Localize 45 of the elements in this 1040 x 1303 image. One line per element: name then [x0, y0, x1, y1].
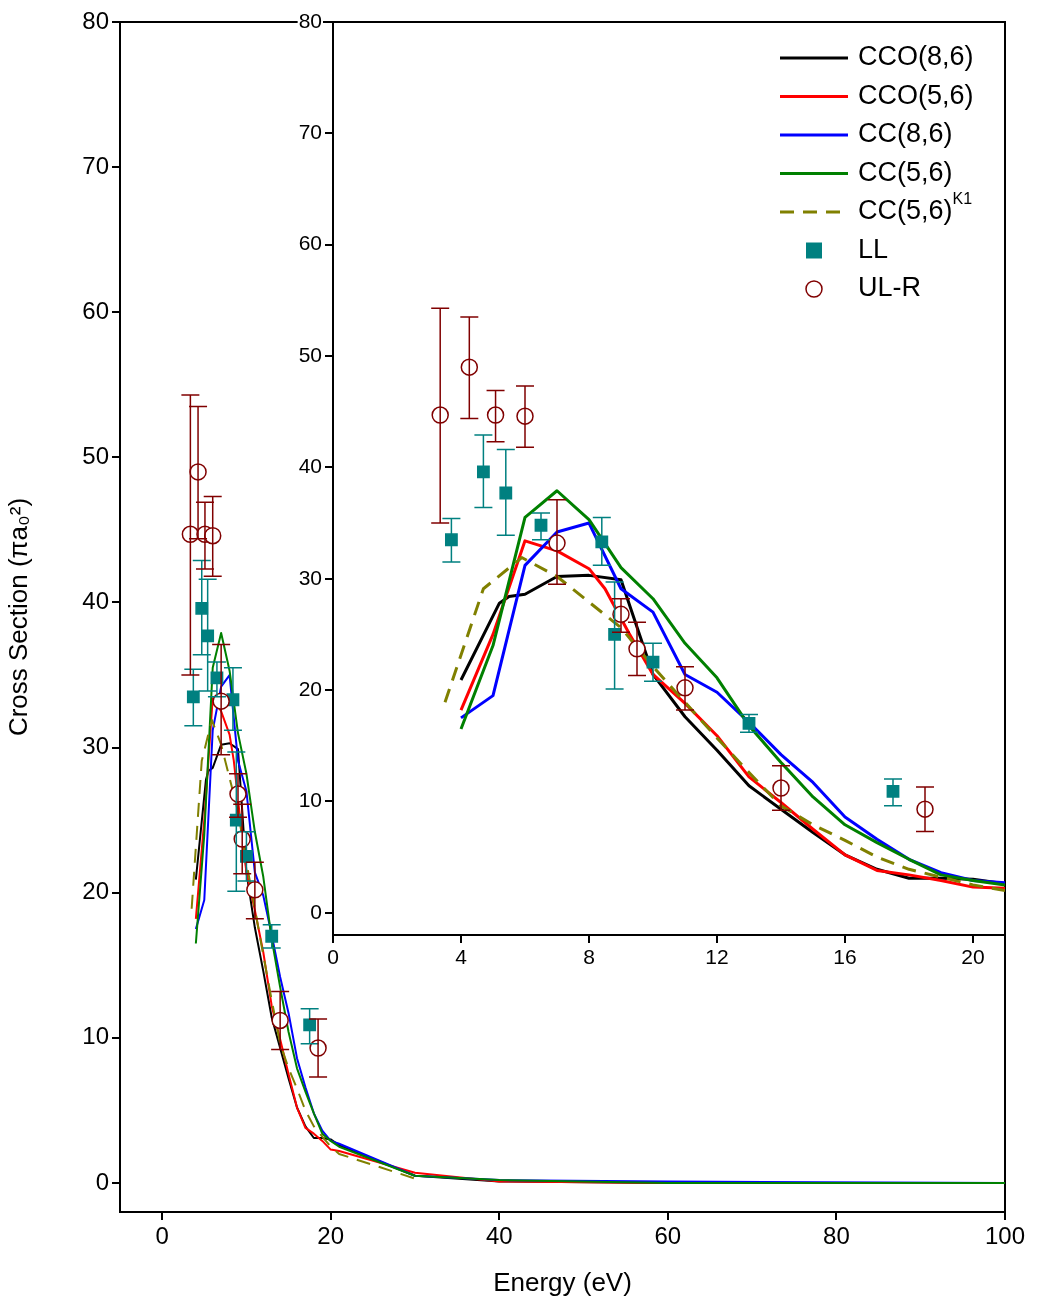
legend-label: LL [858, 233, 889, 264]
x-tick-label: 20 [317, 1222, 345, 1250]
y-tick-label: 60 [82, 296, 109, 324]
x-tick-label: 16 [833, 945, 857, 969]
x-tick-label: 0 [155, 1222, 169, 1250]
y-tick-label: 80 [298, 8, 322, 32]
y-axis-title: Cross Section (πa₀²) [2, 497, 33, 737]
legend-label: CC(8,6) [858, 118, 953, 149]
x-tick-label: 8 [583, 945, 595, 969]
x-tick-label: 20 [961, 945, 985, 969]
point [265, 929, 279, 943]
y-tick-label: 80 [82, 6, 109, 34]
y-tick-label: 50 [298, 342, 322, 366]
y-tick-label: 30 [298, 565, 322, 589]
legend-label: CCO(8,6) [858, 41, 974, 72]
y-tick-label: 0 [310, 899, 322, 923]
y-tick-label: 60 [298, 231, 322, 255]
x-tick-label: 0 [327, 945, 339, 969]
y-tick-label: 20 [298, 676, 322, 700]
y-tick-label: 0 [95, 1167, 109, 1195]
y-tick-label: 50 [82, 441, 109, 469]
point [486, 406, 505, 424]
x-tick-label: 12 [705, 945, 729, 969]
y-tick-label: 70 [298, 120, 322, 144]
y-tick-label: 10 [82, 1022, 109, 1050]
y-tick-label: 40 [82, 587, 109, 615]
y-tick-label: 20 [82, 877, 109, 905]
y-tick-label: 30 [82, 732, 109, 760]
x-tick-label: 100 [984, 1222, 1026, 1250]
y-tick-label: 70 [82, 151, 109, 179]
y-tick-label: 40 [298, 454, 322, 478]
x-tick-label: 40 [485, 1222, 513, 1250]
x-tick-label: 80 [823, 1222, 850, 1250]
line-series [190, 719, 416, 1180]
x-axis-title: Energy (eV) [493, 1266, 632, 1297]
legend-label: UL-R [858, 272, 922, 303]
x-tick-label: 4 [455, 945, 468, 969]
legend-label: CC(5,6) [858, 156, 953, 187]
legend-label: CCO(5,6) [858, 79, 974, 110]
x-tick-label: 60 [654, 1222, 682, 1250]
point [444, 533, 458, 547]
point [476, 465, 490, 479]
point [186, 690, 200, 704]
point [460, 358, 479, 376]
y-tick-label: 10 [298, 788, 322, 812]
